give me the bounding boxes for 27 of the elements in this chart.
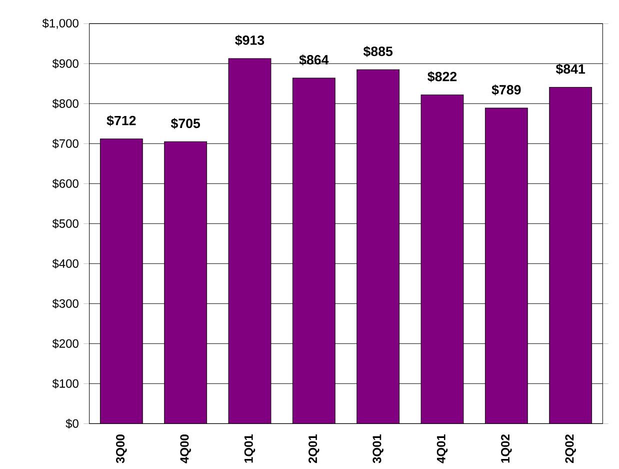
x-tick-label: 1Q02	[501, 434, 512, 463]
y-tick-label: $800	[52, 98, 78, 109]
x-tick-label: 1Q01	[244, 434, 256, 463]
y-tick-label: $0	[66, 418, 78, 429]
data-label: $913	[235, 34, 264, 46]
y-tick-label: $100	[52, 378, 78, 389]
y-tick-label: $700	[52, 138, 78, 149]
x-tick-label: 2Q02	[565, 434, 576, 464]
y-tick-label: $600	[52, 178, 78, 189]
data-label: $705	[170, 118, 200, 129]
x-tick-label: 3Q01	[372, 434, 384, 464]
y-tick-label: $900	[52, 58, 78, 69]
x-tick-label: 2Q01	[308, 434, 320, 464]
y-tick-label: $300	[52, 298, 78, 309]
data-label: $841	[556, 64, 586, 75]
data-label: $885	[363, 46, 393, 57]
x-tick-label: 4Q01	[436, 434, 448, 464]
x-tick-label: 4Q00	[180, 434, 191, 464]
y-tick-label: $500	[52, 218, 78, 229]
x-tick-label: 3Q00	[116, 434, 127, 464]
data-label: $822	[428, 71, 457, 82]
data-label: $789	[492, 84, 521, 96]
y-tick-label: $400	[52, 258, 78, 269]
y-tick-label: $200	[52, 338, 78, 349]
data-label: $864	[299, 54, 329, 66]
y-tick-label: $1,000	[42, 18, 78, 29]
data-label: $712	[106, 115, 136, 126]
